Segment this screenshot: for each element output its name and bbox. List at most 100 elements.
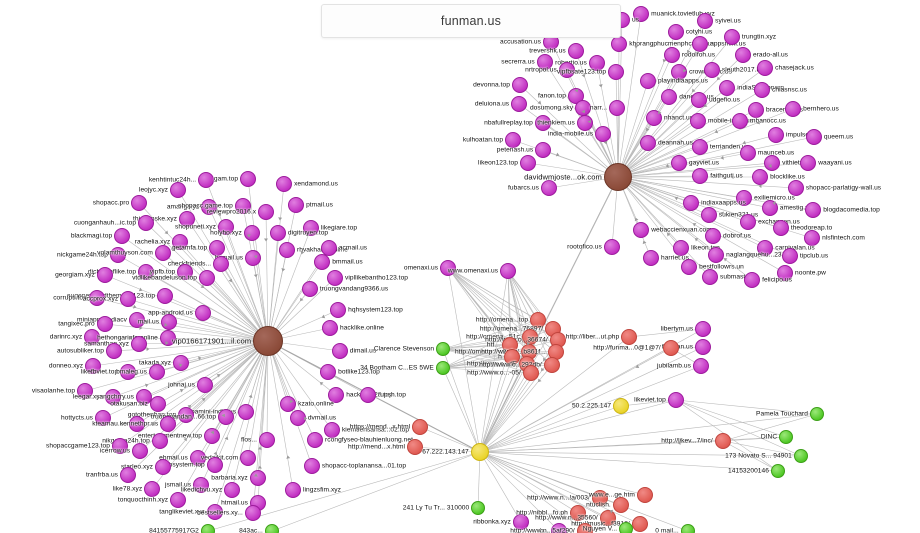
domain-node[interactable] bbox=[505, 132, 521, 148]
domain-node[interactable] bbox=[604, 239, 620, 255]
domain-node[interactable] bbox=[170, 492, 186, 508]
domain-node[interactable] bbox=[114, 228, 130, 244]
hub-node[interactable] bbox=[604, 163, 632, 191]
entity-node[interactable] bbox=[436, 342, 450, 356]
ip-address-node[interactable] bbox=[613, 398, 629, 414]
domain-node[interactable] bbox=[537, 54, 553, 70]
domain-node[interactable] bbox=[705, 228, 721, 244]
domain-node[interactable] bbox=[160, 330, 176, 346]
domain-node[interactable] bbox=[199, 270, 215, 286]
domain-node[interactable] bbox=[106, 343, 122, 359]
domain-node[interactable] bbox=[244, 225, 260, 241]
url-node[interactable] bbox=[637, 487, 653, 503]
domain-node[interactable] bbox=[777, 265, 793, 281]
domain-node[interactable] bbox=[611, 36, 627, 52]
domain-node[interactable] bbox=[95, 410, 111, 426]
domain-node[interactable] bbox=[288, 197, 304, 213]
domain-node[interactable] bbox=[157, 288, 173, 304]
domain-node[interactable] bbox=[690, 113, 706, 129]
domain-node[interactable] bbox=[695, 339, 711, 355]
domain-node[interactable] bbox=[170, 182, 186, 198]
domain-node[interactable] bbox=[559, 62, 575, 78]
domain-node[interactable] bbox=[193, 477, 209, 493]
entity-node[interactable] bbox=[810, 407, 824, 421]
domain-node[interactable] bbox=[89, 290, 105, 306]
domain-node[interactable] bbox=[213, 256, 229, 272]
domain-node[interactable] bbox=[280, 396, 296, 412]
domain-node[interactable] bbox=[692, 36, 708, 52]
domain-node[interactable] bbox=[304, 458, 320, 474]
domain-node[interactable] bbox=[178, 407, 194, 423]
domain-node[interactable] bbox=[360, 387, 376, 403]
domain-node[interactable] bbox=[152, 433, 168, 449]
domain-node[interactable] bbox=[314, 254, 330, 270]
domain-node[interactable] bbox=[740, 145, 756, 161]
domain-node[interactable] bbox=[160, 416, 176, 432]
domain-node[interactable] bbox=[136, 389, 152, 405]
domain-node[interactable] bbox=[207, 457, 223, 473]
domain-node[interactable] bbox=[195, 305, 211, 321]
domain-node[interactable] bbox=[218, 409, 234, 425]
domain-node[interactable] bbox=[84, 329, 100, 345]
domain-node[interactable] bbox=[664, 47, 680, 63]
domain-node[interactable] bbox=[224, 482, 240, 498]
domain-node[interactable] bbox=[640, 73, 656, 89]
domain-node[interactable] bbox=[692, 139, 708, 155]
domain-node[interactable] bbox=[633, 6, 649, 22]
domain-node[interactable] bbox=[77, 383, 93, 399]
domain-node[interactable] bbox=[132, 443, 148, 459]
domain-node[interactable] bbox=[589, 55, 605, 71]
entity-node[interactable] bbox=[201, 524, 215, 533]
domain-node[interactable] bbox=[321, 240, 337, 256]
url-node[interactable] bbox=[577, 523, 593, 533]
domain-node[interactable] bbox=[671, 64, 687, 80]
domain-node[interactable] bbox=[155, 459, 171, 475]
domain-node[interactable] bbox=[661, 89, 677, 105]
domain-node[interactable] bbox=[198, 172, 214, 188]
domain-node[interactable] bbox=[138, 264, 154, 280]
url-node[interactable] bbox=[407, 439, 423, 455]
domain-node[interactable] bbox=[97, 267, 113, 283]
hub-node[interactable] bbox=[253, 326, 283, 356]
domain-node[interactable] bbox=[701, 207, 717, 223]
entity-node[interactable] bbox=[619, 522, 633, 533]
domain-node[interactable] bbox=[161, 314, 177, 330]
domain-node[interactable] bbox=[150, 396, 166, 412]
domain-node[interactable] bbox=[708, 247, 724, 263]
domain-node[interactable] bbox=[240, 450, 256, 466]
url-node[interactable] bbox=[570, 505, 586, 521]
domain-node[interactable] bbox=[235, 198, 251, 214]
entity-node[interactable] bbox=[681, 524, 695, 533]
domain-node[interactable] bbox=[535, 115, 551, 131]
domain-node[interactable] bbox=[322, 320, 338, 336]
domain-node[interactable] bbox=[609, 100, 625, 116]
domain-node[interactable] bbox=[105, 389, 121, 405]
url-node[interactable] bbox=[621, 329, 637, 345]
domain-node[interactable] bbox=[250, 470, 266, 486]
domain-node[interactable] bbox=[732, 113, 748, 129]
domain-node[interactable] bbox=[440, 260, 456, 276]
domain-node[interactable] bbox=[754, 82, 770, 98]
domain-node[interactable] bbox=[131, 336, 147, 352]
domain-node[interactable] bbox=[332, 343, 348, 359]
domain-node[interactable] bbox=[129, 312, 145, 328]
domain-node[interactable] bbox=[785, 101, 801, 117]
url-node[interactable] bbox=[632, 516, 648, 532]
url-node[interactable] bbox=[592, 490, 608, 506]
domain-node[interactable] bbox=[740, 214, 756, 230]
domain-node[interactable] bbox=[155, 245, 171, 261]
domain-node[interactable] bbox=[218, 219, 234, 235]
domain-node[interactable] bbox=[330, 302, 346, 318]
domain-node[interactable] bbox=[535, 142, 551, 158]
url-node[interactable] bbox=[544, 357, 560, 373]
domain-node[interactable] bbox=[129, 416, 145, 432]
domain-node[interactable] bbox=[744, 272, 760, 288]
domain-node[interactable] bbox=[112, 438, 128, 454]
domain-node[interactable] bbox=[551, 523, 567, 533]
domain-node[interactable] bbox=[748, 102, 764, 118]
domain-node[interactable] bbox=[302, 281, 318, 297]
domain-node[interactable] bbox=[320, 364, 336, 380]
domain-node[interactable] bbox=[764, 155, 780, 171]
domain-node[interactable] bbox=[197, 377, 213, 393]
